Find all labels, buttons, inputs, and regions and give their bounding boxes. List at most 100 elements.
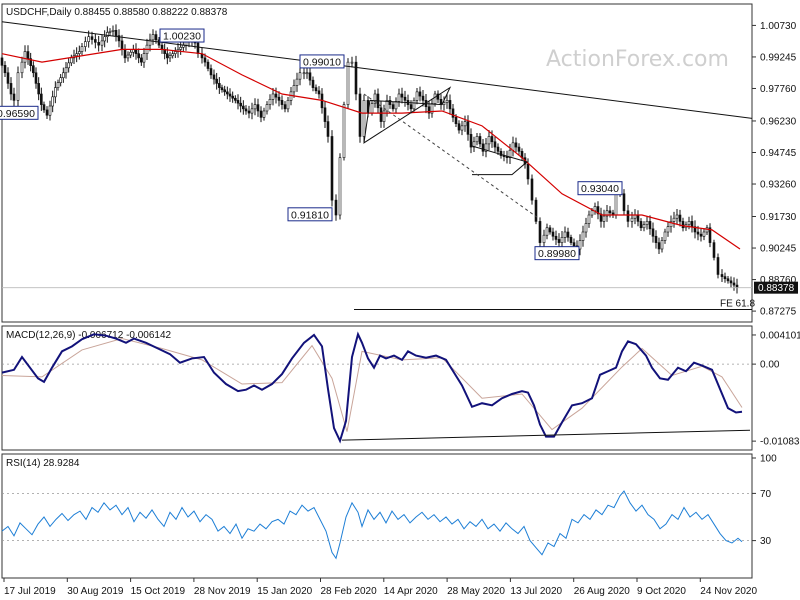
candle-body xyxy=(108,31,112,33)
candle-body xyxy=(84,41,87,47)
candle-body xyxy=(305,72,309,75)
price-tick-label: 0.91730 xyxy=(760,212,797,223)
candle-body xyxy=(587,214,591,224)
candle-body xyxy=(171,53,174,57)
candle-body xyxy=(168,55,172,59)
candle-body xyxy=(448,100,452,110)
candle-body xyxy=(295,78,299,86)
candle-body xyxy=(496,146,500,152)
candle-body xyxy=(654,235,658,243)
candle-body xyxy=(415,91,419,101)
macd-tick-label: -0.010833 xyxy=(760,437,800,448)
candle-body xyxy=(514,142,518,148)
candle-body xyxy=(563,231,567,238)
candle-body xyxy=(720,274,724,277)
candle-body xyxy=(166,53,169,59)
candle-body xyxy=(493,141,497,148)
candle-body xyxy=(148,39,152,46)
candle-body xyxy=(732,282,736,286)
candle-body xyxy=(735,284,739,288)
candle-body xyxy=(373,93,377,104)
price-annotation-box xyxy=(287,207,333,222)
candle-body xyxy=(298,72,302,80)
candle-body xyxy=(608,210,612,214)
candle-body xyxy=(151,34,155,41)
candle-body xyxy=(645,221,649,225)
candle-body xyxy=(412,100,416,110)
candle-body xyxy=(323,107,327,122)
candle-body xyxy=(64,67,68,74)
candle-body xyxy=(475,136,479,143)
candle-body xyxy=(317,90,321,95)
candle-body xyxy=(3,65,7,74)
candle-body xyxy=(487,136,491,145)
candle-body xyxy=(218,83,221,88)
candle-body xyxy=(551,231,555,237)
candle-body xyxy=(696,231,700,235)
macd-tick-label: 0.004101 xyxy=(760,330,800,341)
x-tick-label: 28 May 2020 xyxy=(447,586,505,597)
candle-body xyxy=(427,106,431,114)
rsi-title: RSI(14) 28.9284 xyxy=(6,458,80,469)
candle-body xyxy=(326,121,330,137)
candle-body xyxy=(137,53,140,59)
candle-body xyxy=(154,34,158,41)
candle-body xyxy=(560,237,564,243)
candle-body xyxy=(678,214,682,222)
macd-y-axis: 0.004101 0.00 -0.010833 xyxy=(752,330,800,448)
candle-body xyxy=(463,121,467,127)
rsi-tick-label: 30 xyxy=(760,536,772,547)
candle-body xyxy=(203,57,207,63)
candle-body xyxy=(548,227,552,233)
rsi-panel: RSI(14) 28.9284 100 70 30 xyxy=(1,453,777,579)
price-annotation-label: 0.93040 xyxy=(581,183,619,195)
candle-body xyxy=(602,215,606,222)
candle-body xyxy=(346,61,350,105)
candle-body xyxy=(314,87,318,92)
x-tick-label: 9 Oct 2020 xyxy=(637,586,686,597)
price-panel-frame xyxy=(1,3,753,323)
price-tick-label: 0.90245 xyxy=(760,244,797,255)
rsi-panel-frame xyxy=(1,453,753,579)
candle-body xyxy=(206,61,210,69)
candle-body xyxy=(433,93,437,104)
candle-body xyxy=(236,100,240,104)
candle-body xyxy=(126,54,130,59)
candle-body xyxy=(394,101,398,110)
candle-body xyxy=(90,36,94,40)
candle-body xyxy=(445,100,449,103)
candle-body xyxy=(705,227,709,233)
rsi-layer xyxy=(1,490,752,560)
candle-body xyxy=(111,29,115,32)
candle-body xyxy=(436,93,440,100)
candle-body xyxy=(385,100,389,112)
last-price-label: 0.88378 xyxy=(758,283,795,294)
price-annotation-label: 0.91810 xyxy=(291,209,329,221)
candle-body xyxy=(350,61,354,64)
x-axis: 17 Jul 2019 30 Aug 2019 15 Oct 2019 28 Nov … xyxy=(3,578,757,597)
candle-body xyxy=(215,78,218,84)
rsi-tick-label: 70 xyxy=(760,489,772,500)
price-annotation-label: 0.89980 xyxy=(538,248,576,260)
candle-body xyxy=(59,77,62,83)
candle-body xyxy=(508,149,512,158)
candle-body xyxy=(397,93,401,102)
dashed-projection-line xyxy=(363,93,538,218)
price-tick-label: 1.00730 xyxy=(760,21,797,32)
triangle-pattern xyxy=(363,86,452,144)
price-tick-label: 0.93260 xyxy=(760,180,797,191)
candle-body xyxy=(545,227,549,236)
rsi-line xyxy=(1,490,743,560)
candle-body xyxy=(726,278,730,282)
candle-body xyxy=(247,110,251,114)
candle-body xyxy=(626,210,630,222)
candle-body xyxy=(106,32,109,37)
candle-body xyxy=(226,91,229,95)
candle-body xyxy=(100,40,104,46)
candle-body xyxy=(530,178,534,201)
candle-body xyxy=(94,39,97,43)
candle-body xyxy=(223,89,226,93)
candle-body xyxy=(37,83,40,95)
candle-body xyxy=(622,193,626,212)
